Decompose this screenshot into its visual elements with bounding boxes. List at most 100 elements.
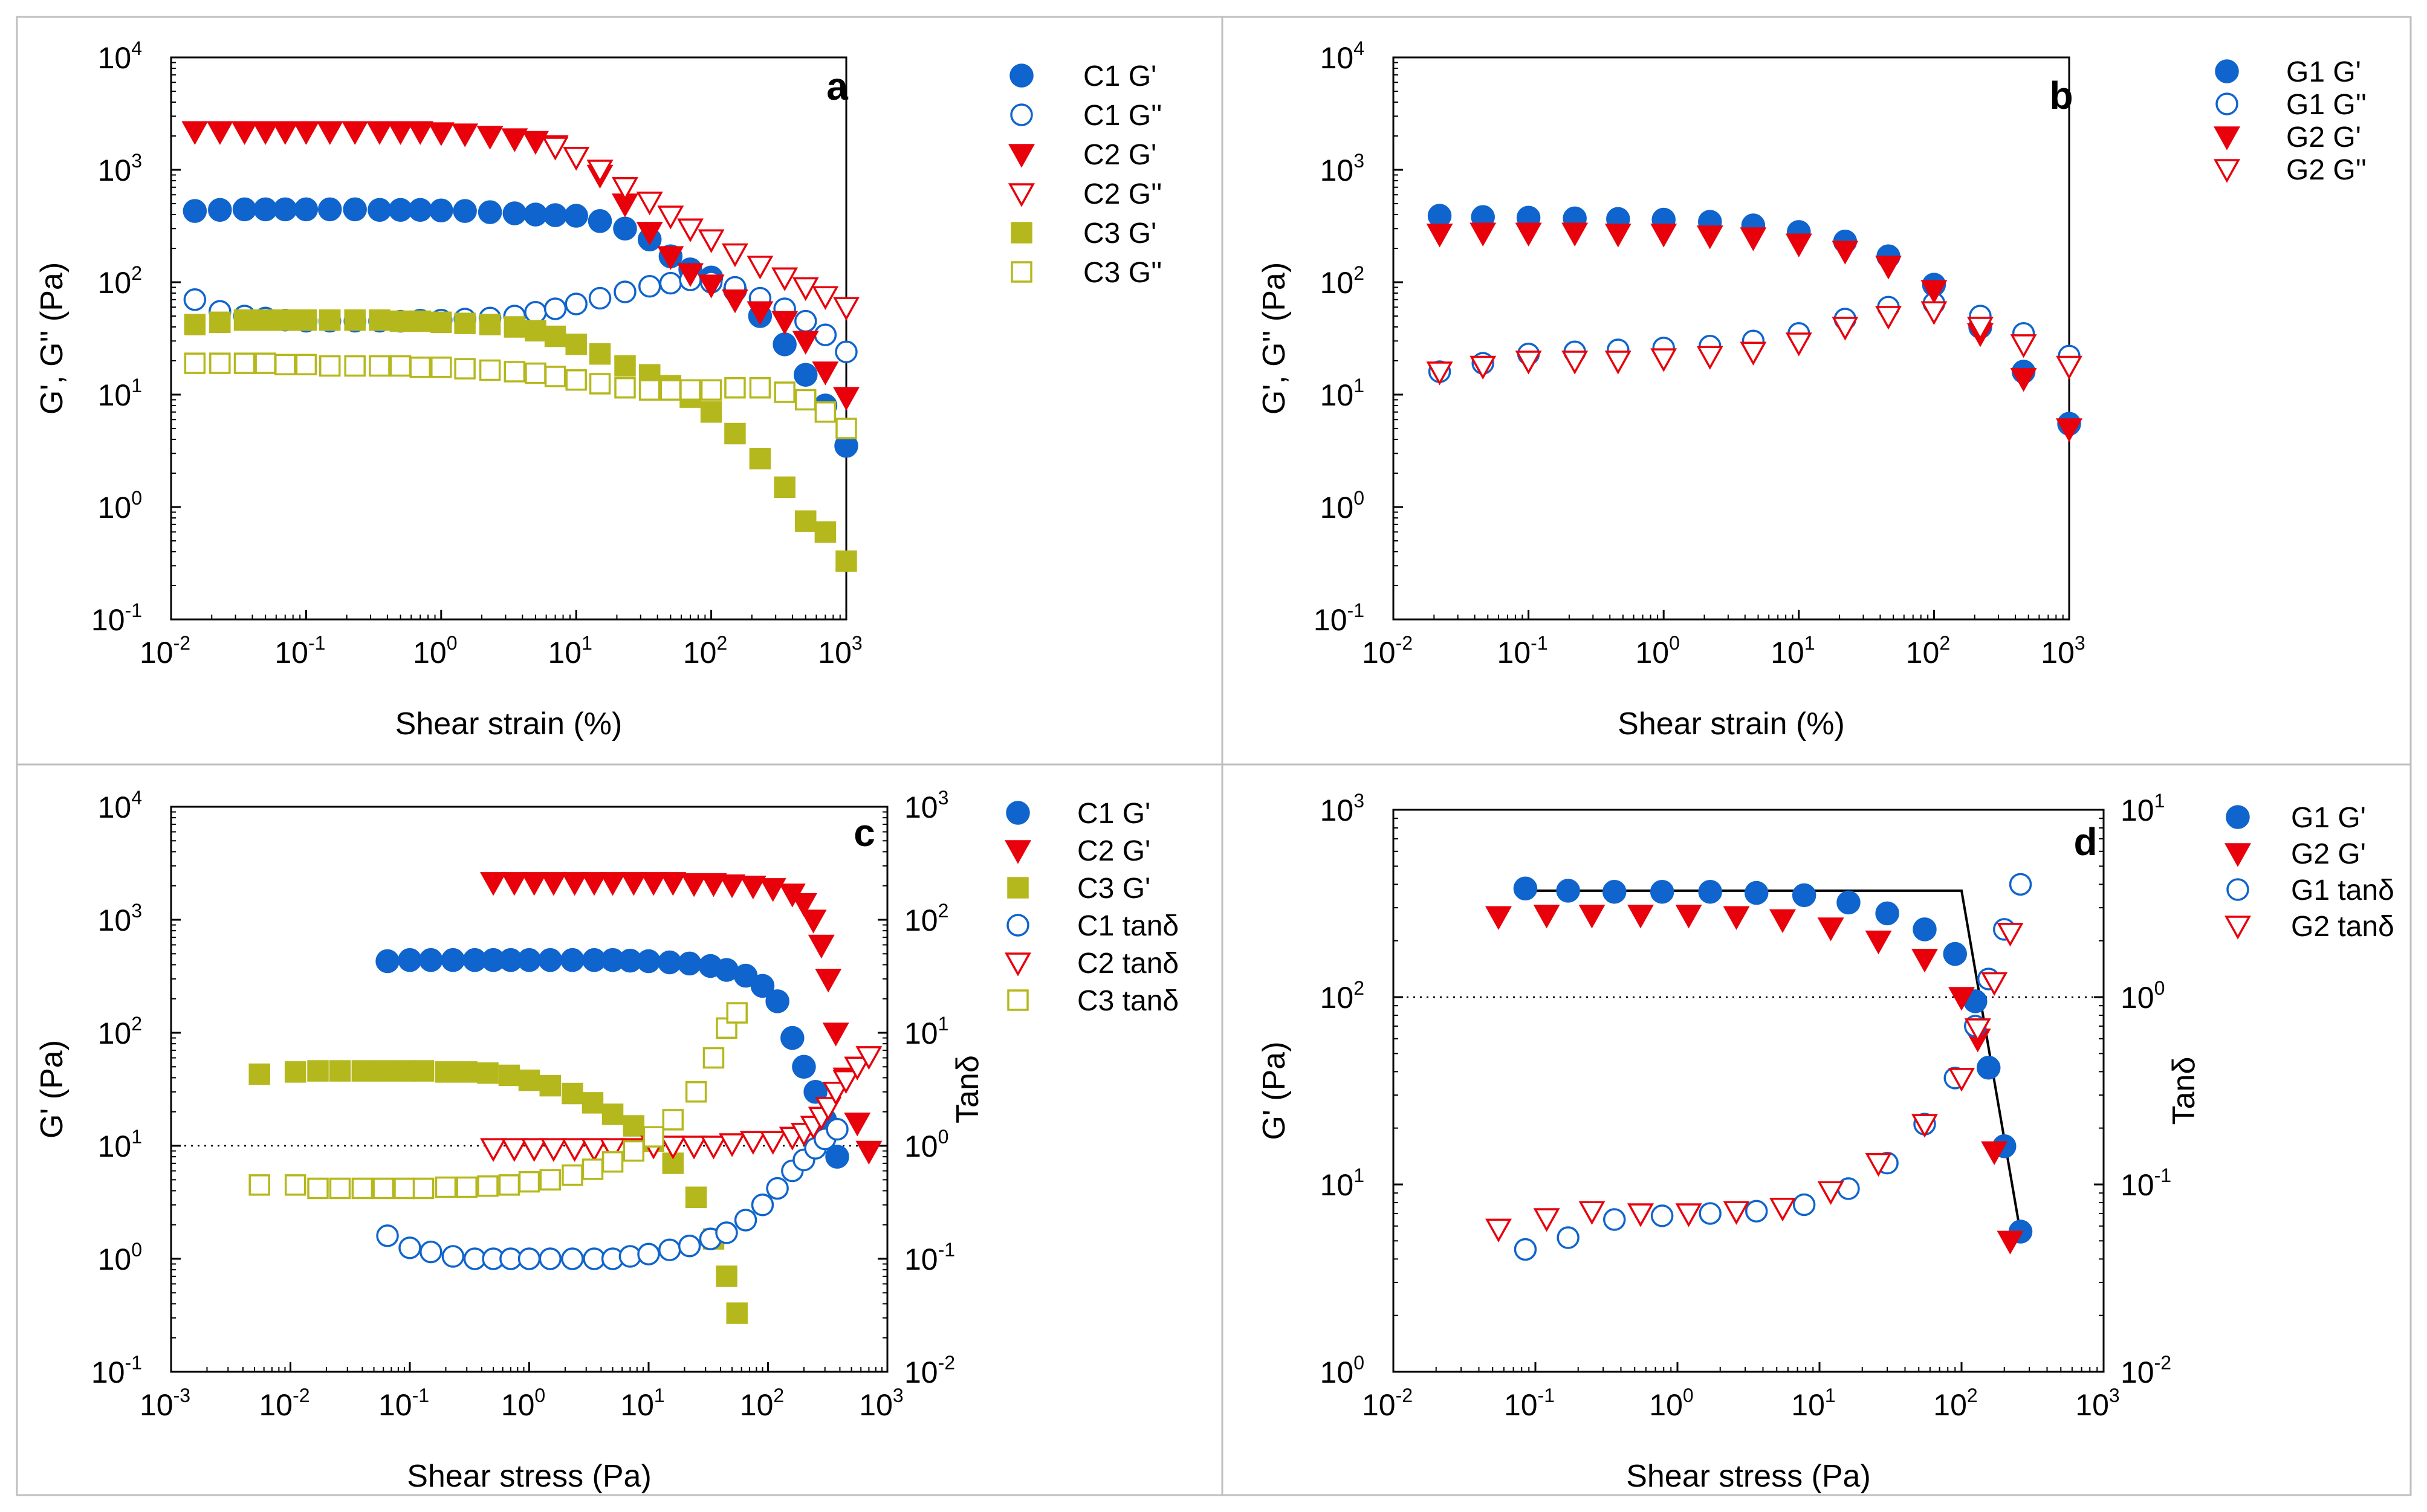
x-axis-title: Shear strain (%) bbox=[395, 706, 623, 741]
data-point-c2-tand bbox=[739, 1131, 766, 1155]
data-point-c3-g-dprime bbox=[794, 389, 817, 411]
y-tick-label-exp: 1 bbox=[131, 375, 142, 396]
data-point-c3-tand bbox=[477, 1175, 499, 1197]
y-tick-label-exp: 0 bbox=[1353, 1352, 1364, 1374]
data-point-c3-g-prime bbox=[504, 316, 526, 338]
y2-tick-label: 10-2 bbox=[904, 1352, 955, 1389]
data-point-c3-tand bbox=[394, 1177, 415, 1200]
data-point-c3-g-prime bbox=[544, 325, 566, 347]
y2-tick-label-base: 10 bbox=[904, 790, 938, 824]
data-point-c3-g-prime bbox=[774, 476, 795, 498]
data-point-c1-g-prime bbox=[773, 332, 797, 357]
x-tick-label-exp: -1 bbox=[1538, 1384, 1555, 1406]
y-tick-label: 100 bbox=[98, 1239, 142, 1276]
data-point-c2-g-prime bbox=[206, 121, 233, 145]
data-point-c2-g-prime bbox=[659, 872, 687, 896]
x-tick-label-base: 10 bbox=[2075, 1388, 2109, 1422]
x-tick-label: 101 bbox=[620, 1384, 664, 1422]
y2-tick-label-base: 10 bbox=[2121, 981, 2154, 1015]
data-point-g1-tand bbox=[1745, 1200, 1768, 1223]
x-tick-label: 101 bbox=[548, 632, 592, 670]
data-point-g2-g-prime bbox=[1561, 222, 1589, 247]
data-point-c1-g-prime bbox=[273, 197, 297, 222]
data-point-c3-g-prime bbox=[248, 1063, 270, 1085]
legend-label-c3-g-dprime: C3 G'' bbox=[1083, 257, 1162, 289]
data-point-c1-g-prime bbox=[543, 203, 568, 227]
data-point-g1-tand bbox=[1650, 1204, 1674, 1227]
legend-marker-c3-tand bbox=[1007, 989, 1029, 1011]
data-point-c2-tand bbox=[540, 1138, 567, 1162]
legend-marker-c1-g-prime bbox=[1009, 63, 1034, 88]
data-point-c3-g-dprime bbox=[454, 358, 476, 380]
x-tick-label-base: 10 bbox=[1497, 636, 1531, 670]
y-tick-label-base: 10 bbox=[1320, 491, 1354, 525]
legend-label-c1-g-prime: C1 G' bbox=[1083, 60, 1156, 92]
legend-marker-c3-g-prime bbox=[1011, 222, 1032, 244]
data-point-g2-g-prime bbox=[1740, 227, 1767, 251]
data-point-c1-g-prime bbox=[825, 1145, 849, 1169]
data-point-c1-g-prime bbox=[343, 197, 367, 222]
x-tick-label-base: 10 bbox=[548, 636, 582, 670]
data-point-c3-g-dprime bbox=[369, 355, 390, 377]
plot-area-b bbox=[1392, 56, 2070, 621]
plot-area-d bbox=[1392, 809, 2105, 1373]
legend-marker-g2-g-prime bbox=[2224, 843, 2251, 867]
x-axis-a: 10-2 10-1 100 101 102 103 bbox=[140, 610, 863, 670]
data-point-g2-g-dprime bbox=[1650, 348, 1677, 372]
data-point-c2-g-prime bbox=[800, 909, 827, 934]
y2-tick-label: 102 bbox=[904, 900, 948, 937]
y-tick-label-exp: 4 bbox=[131, 787, 142, 809]
data-point-c3-tand bbox=[582, 1158, 604, 1180]
y2-tick-label-exp: 0 bbox=[2154, 977, 2165, 999]
y-tick-label-exp: 0 bbox=[1353, 487, 1364, 509]
y-tick-label: 101 bbox=[98, 1126, 142, 1163]
data-point-c3-g-dprime bbox=[614, 376, 636, 399]
x-tick-label-base: 10 bbox=[378, 1388, 412, 1422]
y2-tick-label: 10-1 bbox=[904, 1239, 955, 1276]
data-point-c1-g-dprime bbox=[614, 280, 637, 303]
x-tick-label-base: 10 bbox=[1649, 1388, 1683, 1422]
legend-marker-g2-g-prime bbox=[2214, 126, 2240, 150]
data-point-c3-g-prime bbox=[456, 1061, 478, 1083]
data-point-g2-g-prime bbox=[1948, 987, 1975, 1011]
x-tick-label-exp: -1 bbox=[1531, 632, 1547, 654]
y-tick-label-exp: 2 bbox=[131, 262, 142, 284]
y-tick-label-base: 10 bbox=[91, 603, 125, 637]
y2-tick-label: 101 bbox=[904, 1013, 948, 1050]
y-tick-label-exp: 1 bbox=[131, 1126, 142, 1148]
data-point-c2-g-prime bbox=[855, 1140, 883, 1165]
y2-tick-label-base: 10 bbox=[904, 1129, 938, 1163]
data-point-c2-g-prime bbox=[677, 263, 704, 287]
x-tick-label-base: 10 bbox=[1362, 1388, 1396, 1422]
panel-letter-c: c bbox=[854, 811, 875, 855]
data-point-c1-g-dprime bbox=[659, 271, 682, 295]
data-point-c1-tand bbox=[561, 1247, 584, 1270]
y-tick-label: 101 bbox=[1320, 1165, 1364, 1202]
y-tick-label-base: 10 bbox=[98, 41, 132, 75]
data-point-c2-tand bbox=[759, 1131, 786, 1155]
y-tick-label-base: 10 bbox=[98, 153, 132, 187]
data-point-c1-tand bbox=[398, 1236, 421, 1259]
data-point-c2-g-prime bbox=[522, 131, 549, 155]
data-point-g2-g-prime bbox=[1981, 1141, 2008, 1165]
data-point-c1-g-prime bbox=[232, 197, 257, 222]
data-point-c3-g-prime bbox=[209, 311, 231, 334]
x-tick-label: 100 bbox=[501, 1384, 545, 1422]
data-point-g1-g-prime bbox=[1792, 883, 1816, 908]
data-point-g1-tand bbox=[1514, 1238, 1537, 1261]
data-point-c3-g-dprime bbox=[774, 381, 795, 403]
data-point-c3-g-dprime bbox=[814, 401, 837, 423]
data-point-c3-g-dprime bbox=[679, 379, 701, 401]
x-tick-label-base: 10 bbox=[1635, 636, 1669, 670]
data-point-c3-g-prime bbox=[726, 1302, 748, 1324]
data-point-c2-tand bbox=[832, 1070, 860, 1094]
data-point-g2-g-prime bbox=[1997, 1230, 2024, 1255]
data-point-g1-g-prime bbox=[1836, 890, 1861, 915]
data-point-c2-g-prime bbox=[833, 387, 860, 411]
data-point-g2-g-prime bbox=[1817, 917, 1844, 942]
x-tick-label-exp: 1 bbox=[654, 1384, 665, 1406]
data-point-c2-g-dprime bbox=[657, 205, 684, 230]
y2-tick-label-base: 10 bbox=[2121, 793, 2154, 827]
data-point-c1-g-prime bbox=[317, 197, 342, 222]
